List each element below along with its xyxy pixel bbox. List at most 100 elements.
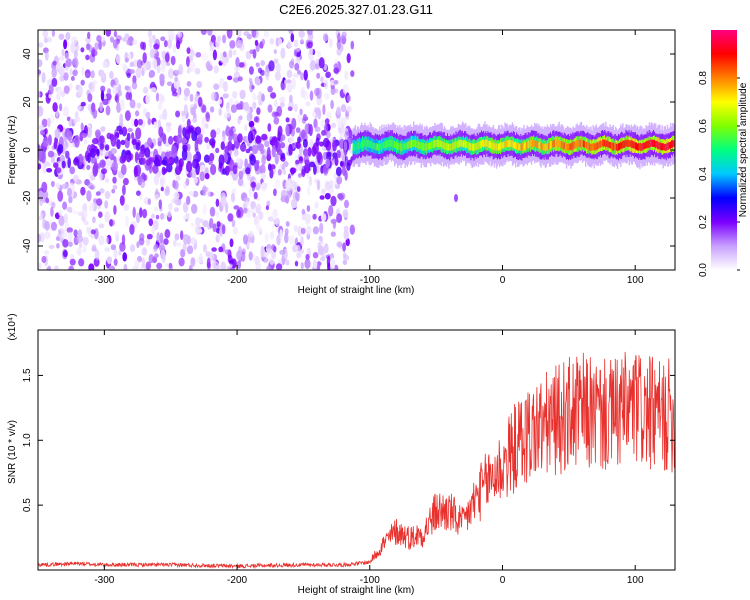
band-mark (604, 139, 606, 147)
noise-mark (318, 57, 325, 69)
band-mark (511, 139, 514, 148)
colorbar-tick-label: 0.0 (698, 263, 709, 277)
noise-mark (316, 87, 322, 100)
noise-mark (254, 161, 260, 172)
noise-mark (67, 142, 74, 148)
noise-mark (250, 201, 256, 209)
noise-mark (158, 93, 164, 104)
noise-mark (174, 233, 180, 241)
band-mark (543, 144, 545, 151)
noise-mark (253, 116, 259, 123)
band-mark (372, 142, 375, 150)
band-mark (489, 140, 491, 149)
noise-mark (316, 163, 320, 174)
noise-mark (222, 34, 227, 44)
band-mark (670, 141, 672, 149)
noise-mark (68, 265, 75, 270)
noise-mark (248, 251, 253, 261)
noise-mark (38, 233, 42, 243)
noise-mark (61, 48, 65, 57)
noise-mark (267, 216, 274, 222)
noise-mark (115, 54, 121, 64)
noise-mark (72, 58, 77, 66)
noise-mark (279, 229, 283, 240)
noise-mark (297, 225, 303, 237)
band-mark (621, 142, 623, 149)
noise-mark (158, 143, 163, 154)
noise-mark (337, 32, 341, 43)
noise-mark (344, 130, 350, 139)
band-mark (555, 140, 557, 148)
noise-mark (280, 189, 287, 200)
band-mark (541, 143, 543, 151)
noise-mark (226, 30, 233, 39)
noise-mark (289, 167, 297, 174)
band-mark (608, 141, 610, 148)
noise-mark (284, 232, 289, 244)
noise-mark (119, 155, 126, 164)
noise-mark (291, 198, 298, 209)
noise-mark (300, 249, 305, 255)
band-mark (616, 143, 619, 152)
colorbar-tick-label: 0.4 (698, 167, 709, 181)
noise-mark (203, 154, 210, 163)
band-mark (660, 142, 662, 151)
noise-mark (201, 124, 205, 136)
noise-mark (186, 81, 192, 87)
noise-mark (38, 106, 44, 117)
noise-mark (38, 59, 43, 68)
band-mark (490, 141, 492, 149)
noise-mark (274, 217, 281, 227)
noise-mark (299, 108, 303, 116)
band-mark (641, 143, 643, 151)
noise-mark (54, 128, 61, 139)
noise-mark (57, 144, 64, 154)
noise-mark (83, 139, 88, 145)
band-mark (586, 142, 588, 149)
x-tick-label: -200 (227, 575, 247, 586)
noise-mark (88, 202, 95, 212)
noise-mark (296, 252, 302, 259)
band-mark (590, 143, 592, 151)
noise-mark (280, 47, 286, 59)
noise-mark (326, 255, 331, 268)
noise-mark (135, 67, 142, 79)
noise-mark (81, 66, 85, 76)
band-mark (639, 143, 641, 151)
noise-mark (254, 256, 260, 265)
band-mark (360, 141, 362, 149)
noise-mark (110, 148, 118, 155)
noise-mark (264, 140, 270, 148)
band-mark (438, 140, 440, 147)
noise-mark (300, 262, 304, 270)
band-mark (638, 143, 640, 151)
noise-mark (215, 198, 220, 207)
noise-mark (132, 75, 137, 84)
band-mark (552, 140, 554, 148)
band-mark (441, 140, 444, 149)
noise-mark (254, 39, 259, 47)
band-mark (661, 143, 663, 151)
noise-mark (271, 145, 276, 158)
noise-mark (222, 93, 229, 99)
noise-mark (102, 60, 109, 68)
noise-mark (341, 152, 346, 164)
noise-mark (265, 205, 269, 211)
noise-mark (308, 124, 313, 136)
band-mark (573, 141, 575, 149)
noise-mark (148, 69, 156, 78)
noise-mark (300, 35, 304, 44)
noise-mark (106, 88, 112, 95)
noise-mark (196, 81, 203, 88)
noise-mark (38, 42, 44, 48)
noise-mark (161, 254, 166, 263)
noise-mark (134, 259, 140, 268)
noise-mark (232, 77, 240, 83)
noise-mark (232, 91, 238, 99)
noise-mark (209, 106, 215, 113)
noise-mark (113, 30, 118, 38)
noise-mark (183, 87, 190, 97)
noise-mark (98, 211, 103, 218)
noise-mark (336, 175, 343, 185)
noise-mark (115, 86, 119, 93)
